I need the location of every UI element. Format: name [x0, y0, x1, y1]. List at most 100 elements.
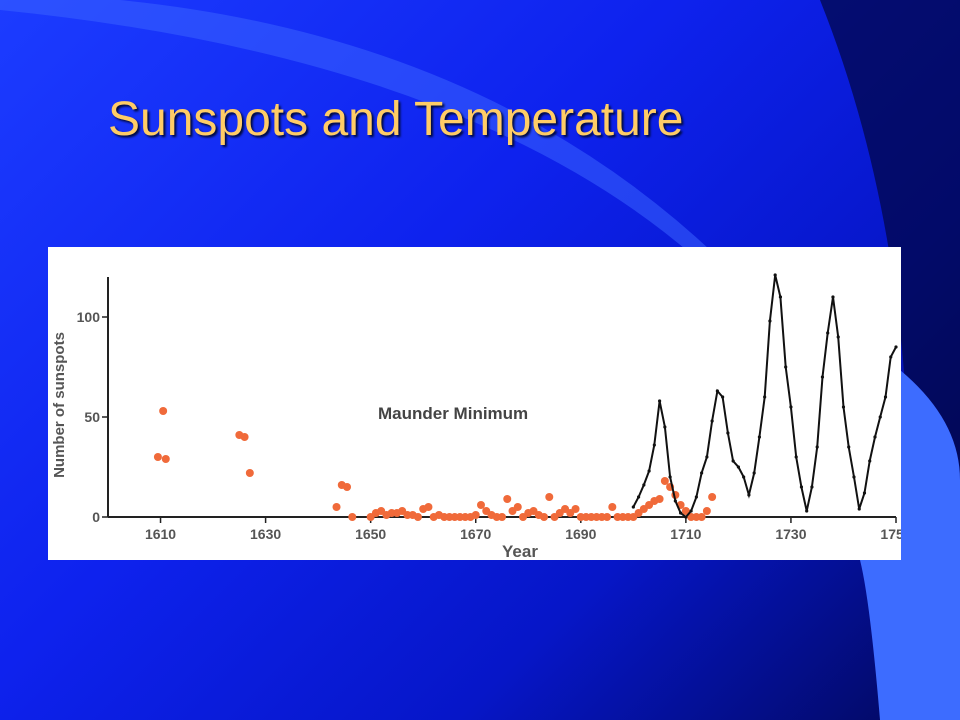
- sunspot-observation-point: [503, 495, 512, 503]
- slide-title: Sunspots and Temperature: [108, 93, 684, 146]
- sunspot-cycle-point: [647, 469, 651, 473]
- sunspot-cycle-point: [679, 511, 683, 515]
- sunspot-cycle-point: [658, 399, 662, 403]
- x-tick-label: 1650: [355, 526, 386, 542]
- x-axis-title: Year: [502, 542, 538, 560]
- sunspot-cycle-point: [836, 335, 840, 339]
- sunspot-observation-point: [681, 507, 690, 515]
- scatter-layer: [153, 407, 717, 521]
- y-axis-title: Number of sunspots: [51, 332, 68, 478]
- axes-layer: [107, 277, 896, 518]
- sunspot-cycle-point: [868, 459, 872, 463]
- sunspot-cycle-point: [847, 445, 851, 449]
- sunspot-observation-point: [476, 501, 485, 509]
- sunspot-cycle-point: [731, 459, 735, 463]
- sunspot-cycle-point: [826, 331, 830, 335]
- sunspot-cycle-point: [862, 491, 867, 495]
- sunspot-cycle-point: [799, 485, 804, 489]
- sunspot-cycle-point: [789, 405, 793, 409]
- sunspot-cycle-point: [878, 415, 882, 419]
- background-light-wave: [860, 370, 960, 720]
- sunspot-cycle-point: [673, 499, 677, 503]
- sunspot-observation-point: [471, 511, 480, 519]
- sunspot-cycle-point: [820, 375, 825, 379]
- y-tick-label: 50: [84, 409, 100, 425]
- sunspot-cycle-point: [689, 509, 693, 513]
- sunspot-cycle-point: [663, 425, 667, 429]
- y-tick-label: 0: [92, 509, 100, 525]
- x-tick-label: 1690: [565, 526, 596, 542]
- sunspot-observation-point: [153, 453, 162, 461]
- sunspot-cycle-point: [726, 431, 730, 435]
- sunspot-observation-point: [332, 503, 341, 511]
- sunspot-observation-point: [697, 513, 706, 521]
- sunspot-observation-point: [603, 513, 612, 521]
- sunspot-cycle-point: [763, 395, 767, 399]
- sunspot-cycle-point: [642, 483, 646, 487]
- sunspot-observation-point: [608, 503, 617, 511]
- sunspot-cycle-point: [684, 515, 688, 519]
- sunspot-cycle-point: [889, 355, 893, 359]
- background-swoosh-arc: [0, 0, 760, 300]
- sunspot-cycle-point: [636, 495, 641, 499]
- sunspot-observation-point: [655, 495, 664, 503]
- sunspot-cycle-point: [805, 509, 809, 513]
- sunspot-cycle-point: [742, 475, 746, 479]
- sunspot-cycle-point: [831, 295, 835, 299]
- sunspot-cycle-point: [668, 475, 672, 479]
- sunspot-observation-point: [660, 477, 669, 485]
- maunder-minimum-label: Maunder Minimum: [378, 404, 528, 423]
- sunspot-cycle-point: [710, 419, 714, 423]
- sunspot-observation-point: [343, 483, 352, 491]
- sunspot-cycle-point: [747, 493, 751, 497]
- sunspot-cycle-point: [841, 405, 846, 409]
- sunspot-cycle-point: [715, 389, 719, 393]
- sunspot-cycle-point: [652, 443, 656, 447]
- x-tick-label: 1710: [670, 526, 701, 542]
- sunspot-cycle-point: [778, 295, 783, 299]
- sunspot-cycle-point: [810, 485, 814, 489]
- sunspot-observation-point: [540, 513, 549, 521]
- sunspot-cycle-point: [768, 319, 772, 323]
- sunspot-cycle-point: [705, 455, 709, 459]
- sunspot-cycle-point: [736, 465, 741, 469]
- sunspot-observation-point: [702, 507, 711, 515]
- x-tick-label: 1730: [775, 526, 806, 542]
- sunspot-observation-point: [498, 513, 506, 521]
- y-tick-label: 100: [77, 309, 101, 325]
- sunspot-cycle-point: [773, 273, 777, 277]
- sunspot-observation-point: [513, 503, 522, 511]
- sunspot-observation-point: [240, 433, 249, 441]
- sunspot-cycle-point: [794, 455, 798, 459]
- sunspot-cycle-point: [752, 471, 756, 475]
- sunspot-observation-point: [348, 513, 357, 521]
- x-tick-label: 1610: [145, 526, 176, 542]
- sunspot-observation-point: [424, 503, 433, 511]
- sunspot-cycle-point: [694, 495, 698, 499]
- sunspot-observation-point: [571, 505, 580, 513]
- x-tick-label: 1630: [250, 526, 281, 542]
- sunspot-cycle-point: [815, 445, 819, 449]
- x-tick-label: 1670: [460, 526, 491, 542]
- sunspot-cycle-point: [757, 435, 762, 439]
- sunspot-cycle-point: [873, 435, 877, 439]
- sunspot-observation-point: [708, 493, 717, 501]
- sunspot-cycle-point: [784, 365, 788, 369]
- sunspot-cycle-point: [721, 395, 725, 399]
- sunspot-cycle-point: [700, 471, 704, 475]
- line-layer: [631, 273, 898, 519]
- sunspot-observation-point: [159, 407, 168, 415]
- sunspot-cycle-point: [857, 507, 861, 511]
- sunspot-cycle-point: [894, 345, 898, 349]
- sunspot-observation-point: [161, 455, 170, 463]
- sunspot-cycle-point: [852, 475, 856, 479]
- sunspot-observation-point: [413, 513, 422, 521]
- sunspot-observation-point: [245, 469, 254, 477]
- sunspot-observation-point: [545, 493, 554, 501]
- sunspot-cycle-point: [883, 395, 888, 399]
- sunspot-cycle-point: [631, 505, 635, 509]
